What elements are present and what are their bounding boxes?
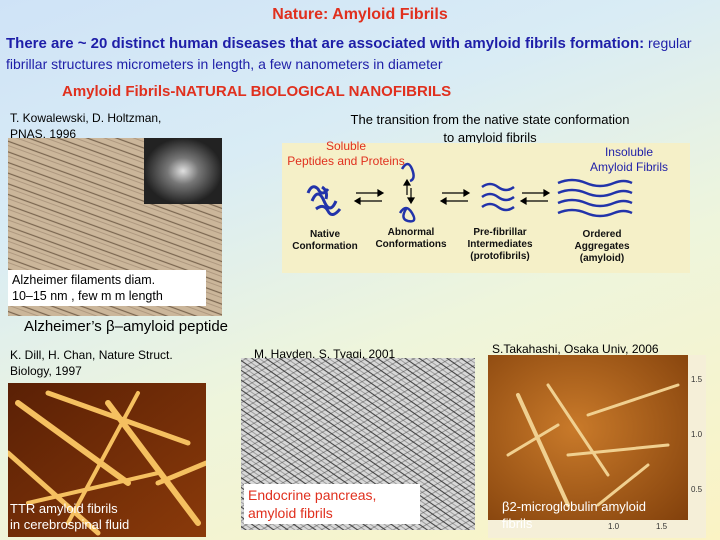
caption-line: β2-microglobulin amyloid — [502, 499, 647, 514]
takahashi-citation: S.Takahashi, Osaka Univ, 2006 — [492, 342, 659, 356]
dill-caption: TTR amyloid fibrils in cerebrospinal flu… — [10, 501, 129, 533]
insoluble-label: Insoluble Amyloid Fibrils — [589, 145, 668, 174]
ttr-micrograph — [8, 383, 206, 537]
stage-native: Native Conformation — [292, 229, 358, 252]
page-title: Nature: Amyloid Fibrils — [272, 6, 448, 23]
fibril-rods — [8, 390, 206, 536]
citation-line: K. Dill, H. Chan, Nature Struct. — [10, 348, 173, 362]
intro-text: There are ~ 20 distinct human diseases t… — [6, 33, 716, 75]
beta-amyloid-label: Alzheimer’s β–amyloid peptide — [24, 318, 229, 335]
axis-strip-bottom — [488, 520, 706, 538]
axis-tick: 0.5 — [691, 485, 703, 494]
afm-image — [488, 355, 706, 538]
caption-line: in cerebrospinal fluid — [10, 517, 130, 532]
transition-title-line: to amyloid fibrils — [443, 130, 537, 145]
stage-ordered: Ordered Aggregates (amyloid) — [574, 229, 630, 264]
transition-diagram: Soluble Peptides and Proteins Insoluble … — [282, 139, 690, 273]
kowalewski-caption: Alzheimer filaments diam. 10–15 nm , few… — [8, 270, 206, 306]
axis-strip-right — [688, 355, 706, 538]
dill-citation: K. Dill, H. Chan, Nature Struct. Biology… — [10, 347, 173, 379]
caption-line: fibrils — [502, 516, 533, 531]
hayden-caption: Endocrine pancreas, amyloid fibrils — [244, 484, 420, 524]
transition-title: The transition from the native state con… — [290, 111, 690, 147]
caption-line: TTR amyloid fibrils — [10, 501, 118, 516]
axis-tick: 1.0 — [691, 430, 703, 439]
axis-tick: 1.0 — [608, 522, 620, 531]
protofibril-icon — [481, 182, 515, 212]
caption-line: amyloid fibrils — [248, 505, 333, 521]
caption-line: Endocrine pancreas, — [248, 487, 377, 503]
section-subtitle: Amyloid Fibrils-NATURAL BIOLOGICAL NANOF… — [62, 83, 452, 100]
axis-tick: 1.5 — [656, 522, 668, 531]
transition-title-line: The transition from the native state con… — [350, 112, 630, 127]
abnormal-protein-icon — [398, 162, 416, 223]
caption-line: 10–15 nm , few m m length — [12, 289, 163, 303]
axis-tick: 1.5 — [691, 375, 703, 384]
intro-regular: regular fibrillar structures micrometers… — [6, 35, 692, 72]
stage-prefibrillar: Pre-fibrillar Intermediates (protofibril… — [467, 227, 533, 262]
ttr-fibrils-image — [8, 383, 206, 537]
b2m-fibrils-image: 1.0 1.5 1.5 1.0 0.5 — [488, 355, 706, 538]
transition-shapes — [306, 162, 633, 223]
citation-line: PNAS, 1996 — [10, 127, 77, 141]
citation-line: Biology, 1997 — [10, 364, 82, 378]
kowalewski-citation: T. Kowalewski, D. Holtzman, PNAS, 1996 — [10, 110, 161, 142]
intro-bold: There are ~ 20 distinct human diseases t… — [6, 35, 645, 52]
takahashi-caption: β2-microglobulin amyloid fibrils — [502, 498, 646, 532]
amyloid-fibril-icon — [557, 178, 633, 218]
soluble-label: Soluble Peptides and Proteins — [287, 139, 405, 168]
hayden-citation: M. Hayden, S. Tyagi, 2001 — [254, 347, 396, 361]
equilibrium-arrows — [353, 178, 551, 206]
diffraction-inset — [144, 138, 222, 204]
stage-abnormal: Abnormal Conformations — [375, 227, 447, 250]
native-protein-icon — [306, 185, 342, 216]
afm-fibrils — [506, 383, 680, 507]
caption-line: Alzheimer filaments diam. — [12, 273, 156, 287]
citation-line: T. Kowalewski, D. Holtzman, — [10, 111, 162, 125]
